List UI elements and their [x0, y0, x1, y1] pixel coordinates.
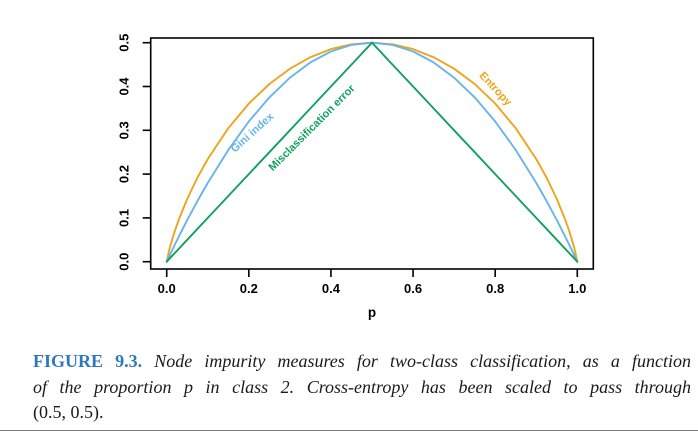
curve-misclassification: [165, 41, 579, 263]
caption-line-2: of the proportion p in class 2. Cross-en…: [33, 376, 691, 397]
x-tick-label: 0.2: [240, 281, 258, 296]
x-axis-label: p: [368, 305, 376, 320]
bottom-border: [0, 430, 698, 432]
curve-label-misclassification: Misclassification error: [267, 82, 359, 174]
x-tick-label: 0.0: [158, 281, 176, 296]
caption-text-1: Node impurity measures for two-class cla…: [154, 351, 691, 371]
curve-entropy: [165, 41, 579, 263]
y-tick-label: 0.1: [117, 209, 132, 227]
x-tick-label: 0.6: [404, 281, 422, 296]
y-tick-label: 0.4: [117, 77, 132, 96]
y-tick-label: 0.0: [117, 253, 132, 271]
figure-label: FIGURE 9.3.: [33, 351, 143, 371]
x-tick-label: 0.4: [322, 281, 341, 296]
x-tick-label: 0.8: [486, 281, 504, 296]
caption-line-1: FIGURE 9.3. Node impurity measures for t…: [33, 349, 691, 375]
y-tick-label: 0.5: [117, 34, 132, 52]
x-tick-label: 1.0: [568, 281, 586, 296]
figure-caption: FIGURE 9.3. Node impurity measures for t…: [33, 349, 691, 426]
curve-gini: [165, 41, 579, 263]
y-tick-label: 0.3: [117, 121, 132, 139]
y-tick-label: 0.2: [117, 165, 132, 183]
plot-box: [149, 37, 595, 270]
impurity-chart: 0.0 0.2 0.4 0.6 0.8 1.00.00.10.20.30.40.5pGin…: [117, 34, 595, 320]
caption-line-3: (0.5, 0.5).: [33, 402, 104, 423]
